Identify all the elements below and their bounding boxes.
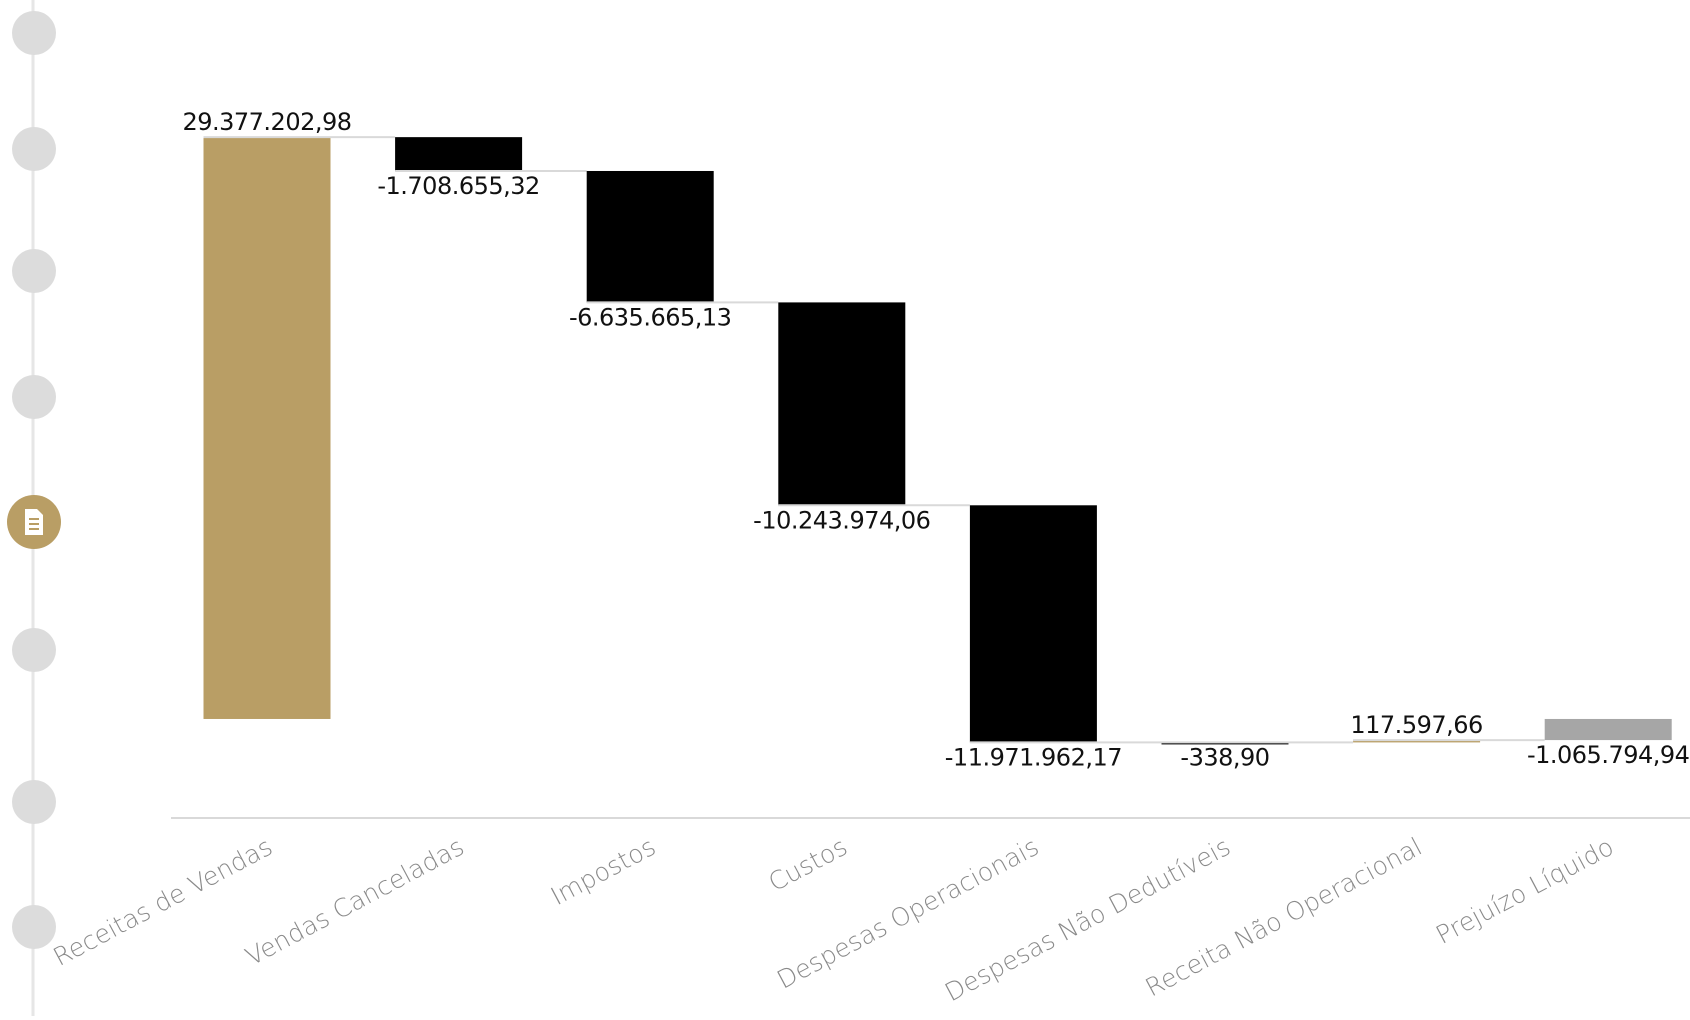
x-tick-label: Custos: [764, 832, 852, 897]
nav-dot[interactable]: [12, 628, 56, 672]
x-tick-label: Prejuízo Líquido: [1431, 832, 1618, 950]
nav-dot[interactable]: [12, 780, 56, 824]
x-tick-label: Vendas Canceladas: [241, 832, 469, 972]
nav-dot[interactable]: [12, 905, 56, 949]
value-label: -11.971.962,17: [945, 743, 1122, 771]
bar: [395, 137, 523, 171]
nav-dot[interactable]: [12, 249, 56, 293]
bar: [203, 137, 331, 719]
bar: [586, 170, 714, 303]
bar: [778, 302, 906, 506]
bar: [969, 505, 1097, 743]
value-label: -1.065.794,94: [1527, 741, 1689, 769]
nav-dot[interactable]: [12, 375, 56, 419]
value-label: -10.243.974,06: [753, 506, 930, 534]
bar: [1353, 740, 1481, 743]
x-tick-label: Impostos: [546, 832, 660, 911]
bar: [1544, 718, 1672, 741]
value-label: 29.377.202,98: [182, 108, 351, 136]
value-label: -1.708.655,32: [377, 172, 539, 200]
value-label: 117.597,66: [1350, 711, 1482, 739]
nav-dot[interactable]: [12, 127, 56, 171]
sidebar: [7, 0, 61, 1016]
nav-dot[interactable]: [12, 11, 56, 55]
value-label: -338,90: [1180, 743, 1269, 771]
document-icon: [25, 509, 43, 535]
value-label: -6.635.665,13: [569, 303, 731, 331]
